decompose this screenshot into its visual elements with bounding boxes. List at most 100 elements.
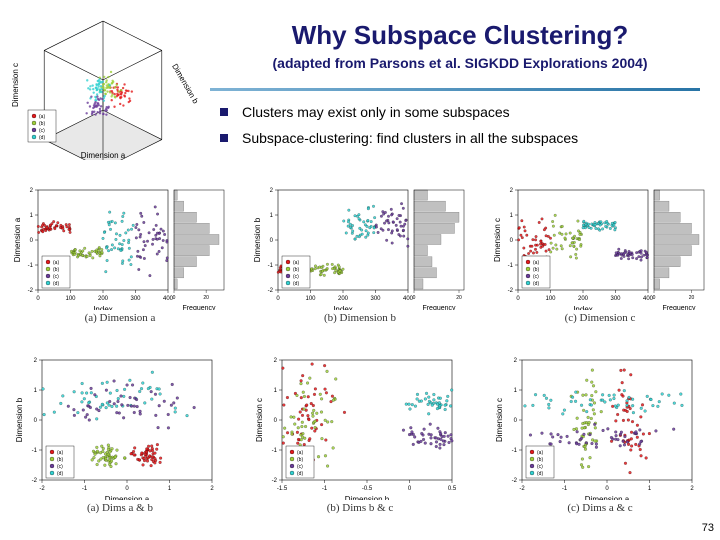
svg-text:-1: -1	[322, 486, 328, 492]
svg-text:2: 2	[274, 358, 278, 364]
svg-text:0: 0	[510, 238, 514, 244]
svg-text:-2: -2	[272, 478, 278, 484]
svg-text:1: 1	[648, 486, 652, 492]
svg-text:(a): (a)	[297, 450, 303, 456]
chart-dims-ac: -2-1012-2-1012Dimension aDimension c(a)(…	[490, 350, 710, 514]
svg-text:Index: Index	[573, 305, 593, 310]
chart-dim-c: 0100200300400-2-1012IndexDimension c0204…	[490, 180, 710, 324]
svg-text:0: 0	[605, 486, 609, 492]
svg-text:Dimension a: Dimension a	[81, 151, 126, 160]
bullet-square-icon	[220, 108, 228, 116]
svg-text:0.5: 0.5	[448, 486, 457, 492]
caption: (a) Dimension a	[10, 312, 230, 324]
svg-text:(c): (c)	[39, 128, 45, 134]
caption: (a) Dims a & b	[10, 502, 230, 514]
title-block: Why Subspace Clustering? (adapted from P…	[210, 20, 710, 71]
svg-text:(c): (c)	[533, 274, 539, 280]
svg-text:(b): (b)	[533, 267, 539, 273]
bullet-list: Clusters may exist only in some subspace…	[220, 104, 578, 156]
svg-text:-1: -1	[268, 263, 274, 269]
svg-text:-2: -2	[268, 288, 274, 294]
svg-text:(c): (c)	[297, 464, 303, 470]
svg-text:200: 200	[338, 296, 349, 302]
svg-text:(d): (d)	[39, 135, 45, 141]
svg-text:20: 20	[456, 295, 462, 301]
svg-text:(c): (c)	[293, 274, 299, 280]
caption: (c) Dims a & c	[490, 502, 710, 514]
svg-text:1: 1	[168, 486, 172, 492]
svg-text:(d): (d)	[297, 471, 303, 477]
svg-text:(a): (a)	[57, 450, 63, 456]
svg-text:200: 200	[578, 296, 589, 302]
svg-text:-2: -2	[519, 486, 525, 492]
svg-text:(d): (d)	[533, 281, 539, 287]
svg-text:20: 20	[689, 295, 695, 301]
svg-text:(c): (c)	[537, 464, 543, 470]
svg-text:(d): (d)	[293, 281, 299, 287]
svg-text:2: 2	[514, 358, 518, 364]
chart-dims-bc: -1.5-1-0.500.5-2-1012Dimension bDimensio…	[250, 350, 470, 514]
svg-text:-1: -1	[28, 263, 34, 269]
svg-text:Dimension b: Dimension b	[253, 217, 262, 262]
svg-text:0: 0	[36, 296, 40, 302]
svg-text:-1.5: -1.5	[277, 486, 288, 492]
svg-text:2: 2	[30, 188, 34, 194]
svg-text:(d): (d)	[53, 281, 59, 287]
svg-text:0: 0	[125, 486, 129, 492]
svg-text:200: 200	[98, 296, 109, 302]
svg-text:1: 1	[34, 388, 38, 394]
svg-text:1: 1	[270, 213, 274, 219]
subtitle: (adapted from Parsons et al. SIGKDD Expl…	[210, 55, 710, 71]
svg-text:2: 2	[510, 188, 514, 194]
title-divider	[210, 88, 700, 91]
svg-text:Index: Index	[93, 305, 113, 310]
svg-text:(a): (a)	[537, 450, 543, 456]
bullet-text: Subspace-clustering: find clusters in al…	[242, 130, 578, 146]
svg-text:-1: -1	[512, 448, 518, 454]
caption: (b) Dimension b	[250, 312, 470, 324]
slide: Why Subspace Clustering? (adapted from P…	[0, 0, 720, 540]
svg-text:Frequency: Frequency	[182, 305, 216, 310]
svg-text:300: 300	[370, 296, 381, 302]
svg-text:(b): (b)	[297, 457, 303, 463]
svg-text:(a): (a)	[533, 260, 539, 266]
svg-text:0: 0	[274, 418, 278, 424]
svg-text:2: 2	[270, 188, 274, 194]
svg-text:(d): (d)	[537, 471, 543, 477]
svg-text:Dimension b: Dimension b	[15, 397, 24, 442]
svg-text:(c): (c)	[57, 464, 63, 470]
svg-text:Dimension c: Dimension c	[495, 398, 504, 442]
svg-text:(b): (b)	[39, 121, 45, 127]
svg-text:Dimension a: Dimension a	[585, 495, 630, 500]
svg-text:100: 100	[545, 296, 556, 302]
svg-text:(b): (b)	[293, 267, 299, 273]
svg-text:1: 1	[510, 213, 514, 219]
svg-text:2: 2	[210, 486, 214, 492]
svg-text:0: 0	[173, 295, 176, 301]
svg-text:-1: -1	[272, 448, 278, 454]
svg-text:0: 0	[34, 418, 38, 424]
svg-text:300: 300	[130, 296, 141, 302]
svg-text:-2: -2	[512, 478, 518, 484]
svg-text:(a): (a)	[39, 114, 45, 120]
svg-text:Index: Index	[333, 305, 353, 310]
chart-dim-b: 0100200300400-2-1012IndexDimension b0204…	[250, 180, 470, 324]
svg-text:Dimension c: Dimension c	[493, 218, 502, 262]
svg-text:20: 20	[203, 295, 209, 301]
svg-text:(c): (c)	[53, 274, 59, 280]
svg-text:-1: -1	[562, 486, 568, 492]
svg-text:2: 2	[690, 486, 694, 492]
svg-text:Dimension a: Dimension a	[105, 495, 150, 500]
svg-text:Dimension a: Dimension a	[13, 217, 22, 262]
svg-text:-1: -1	[82, 486, 88, 492]
svg-text:-2: -2	[39, 486, 45, 492]
svg-text:-1: -1	[508, 263, 514, 269]
svg-text:Dimension c: Dimension c	[255, 398, 264, 442]
svg-text:(b): (b)	[53, 267, 59, 273]
svg-text:Dimension b: Dimension b	[170, 62, 198, 105]
svg-text:Frequency: Frequency	[422, 305, 456, 310]
bullet-item: Subspace-clustering: find clusters in al…	[220, 130, 578, 146]
svg-text:2: 2	[34, 358, 38, 364]
svg-text:(d): (d)	[57, 471, 63, 477]
svg-text:300: 300	[610, 296, 621, 302]
